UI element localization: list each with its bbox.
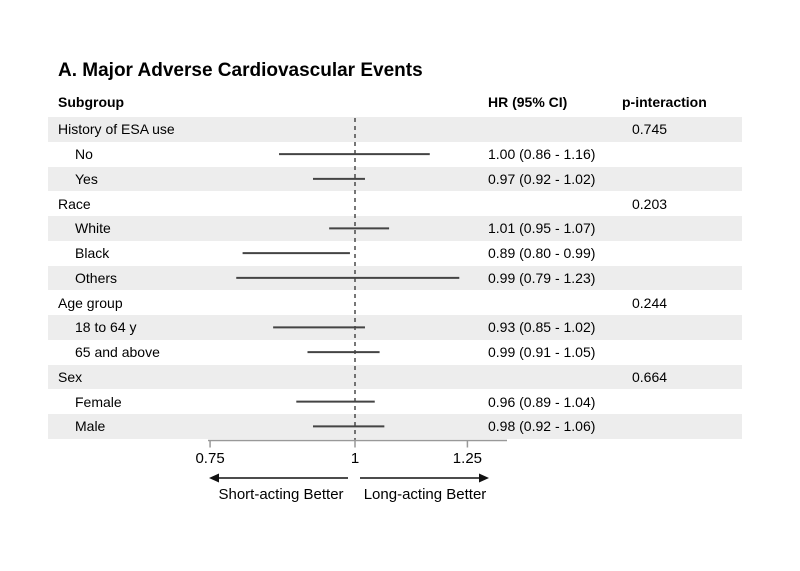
table-row: Black 0.89 (0.80 - 0.99)	[48, 241, 742, 266]
table-row: Yes 0.97 (0.92 - 1.02)	[48, 166, 742, 192]
column-header-hr-ci: HR (95% CI)	[488, 94, 568, 110]
p-interaction-value: 0.203	[632, 195, 668, 212]
table-row: White 1.01 (0.95 - 1.07)	[48, 216, 742, 241]
hr-ci-value: 0.96 (0.89 - 1.04)	[488, 393, 596, 410]
table-row: 65 and above 0.99 (0.91 - 1.05)	[48, 340, 742, 365]
table-row: Female 0.96 (0.89 - 1.04)	[48, 389, 742, 414]
p-interaction-value: 0.664	[632, 368, 668, 385]
hr-ci-value: 0.99 (0.91 - 1.05)	[488, 344, 596, 361]
table-row: 18 to 64 y 0.93 (0.85 - 1.02)	[48, 315, 742, 340]
chart-title: A. Major Adverse Cardiovascular Events	[58, 60, 423, 81]
hr-ci-value: 0.89 (0.80 - 0.99)	[488, 245, 596, 262]
hr-ci-value: 0.98 (0.92 - 1.06)	[488, 418, 596, 435]
hr-ci-value: 0.93 (0.85 - 1.02)	[488, 319, 596, 336]
p-interaction-value: 0.745	[632, 121, 668, 138]
hr-ci-value: 0.97 (0.92 - 1.02)	[488, 170, 596, 187]
table-row: Others 0.99 (0.79 - 1.23)	[48, 265, 742, 291]
hr-ci-value: 0.99 (0.79 - 1.23)	[488, 269, 596, 286]
table-row: Male 0.98 (0.92 - 1.06)	[48, 414, 742, 439]
table-row: No 1.00 (0.86 - 1.16)	[48, 142, 742, 167]
column-header-p-interaction: p-interaction	[622, 94, 707, 110]
subgroup-label: 65 and above	[75, 344, 160, 361]
subgroup-label: History of ESA use	[58, 121, 175, 138]
column-header-subgroup: Subgroup	[58, 94, 125, 110]
subgroup-label: Female	[75, 393, 122, 410]
subgroup-label: Race	[58, 195, 91, 212]
subgroup-label: Age group	[58, 294, 123, 311]
hr-ci-value: 1.00 (0.86 - 1.16)	[488, 146, 596, 163]
table-row: Sex 0.664	[48, 364, 742, 390]
hr-ci-value: 1.01 (0.95 - 1.07)	[488, 220, 596, 237]
subgroup-label: 18 to 64 y	[75, 319, 137, 336]
subgroup-label: Black	[75, 245, 110, 262]
direction-label-right: Long-acting Better	[363, 486, 487, 503]
direction-label-left: Short-acting Better	[218, 486, 344, 503]
subgroup-label: Yes	[75, 170, 98, 187]
subgroup-label: Sex	[58, 368, 83, 385]
table-row: History of ESA use 0.745	[48, 117, 742, 142]
axis-tick-label: 0.75	[195, 450, 225, 467]
table-row: Age group 0.244	[48, 290, 742, 315]
axis-tick-label: 1	[350, 450, 360, 467]
table-row: Race 0.203	[48, 191, 742, 216]
subgroup-label: Male	[75, 418, 106, 435]
subgroup-label: White	[75, 220, 111, 237]
axis-tick-label: 1.25	[452, 450, 483, 467]
subgroup-label: Others	[75, 269, 118, 286]
subgroup-label: No	[75, 146, 93, 163]
p-interaction-value: 0.244	[632, 294, 668, 311]
